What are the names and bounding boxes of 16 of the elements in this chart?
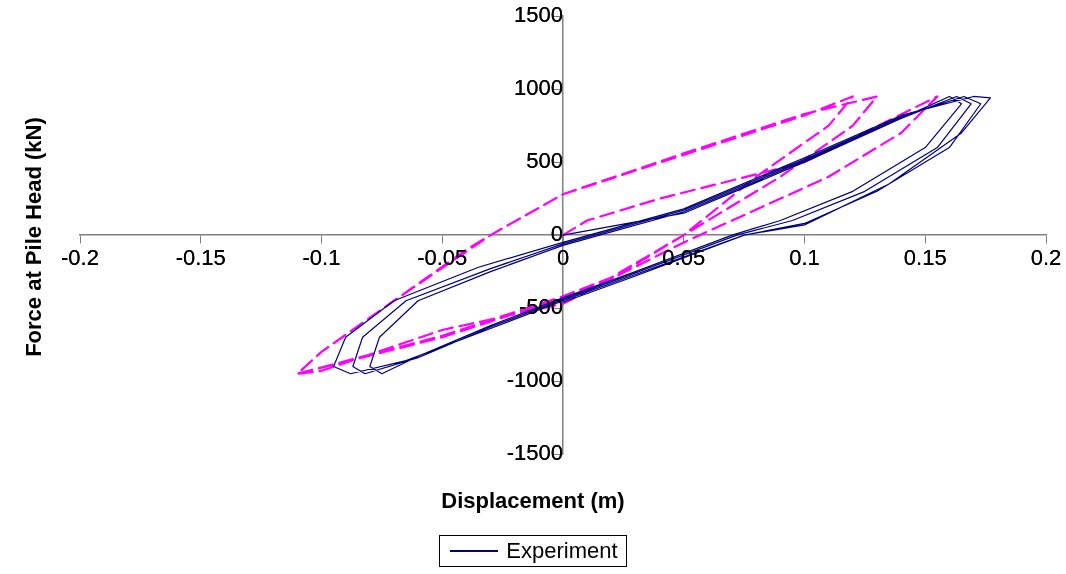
y-tick-label: 500	[526, 148, 563, 174]
x-tick-label: -0.15	[175, 245, 226, 271]
x-tick-label: 0.15	[903, 245, 947, 271]
y-axis-title: Force at Pile Head (kN)	[21, 117, 47, 357]
x-tick-label: 0.2	[1030, 245, 1062, 271]
x-tick-label: -0.1	[302, 245, 341, 271]
legend-label: Experiment	[506, 538, 618, 564]
x-axis-title: Displacement (m)	[440, 488, 626, 514]
x-tick-label: -0.05	[417, 245, 468, 271]
y-tick-label: -1000	[506, 367, 563, 393]
x-tick-label: 0.1	[789, 245, 820, 271]
y-tick-label: 1500	[514, 2, 563, 28]
y-tick-label: 0	[550, 221, 563, 247]
y-tick-label: 1000	[514, 75, 563, 101]
x-tick-label: -0.2	[61, 245, 99, 271]
y-tick-label: -1500	[506, 440, 563, 466]
